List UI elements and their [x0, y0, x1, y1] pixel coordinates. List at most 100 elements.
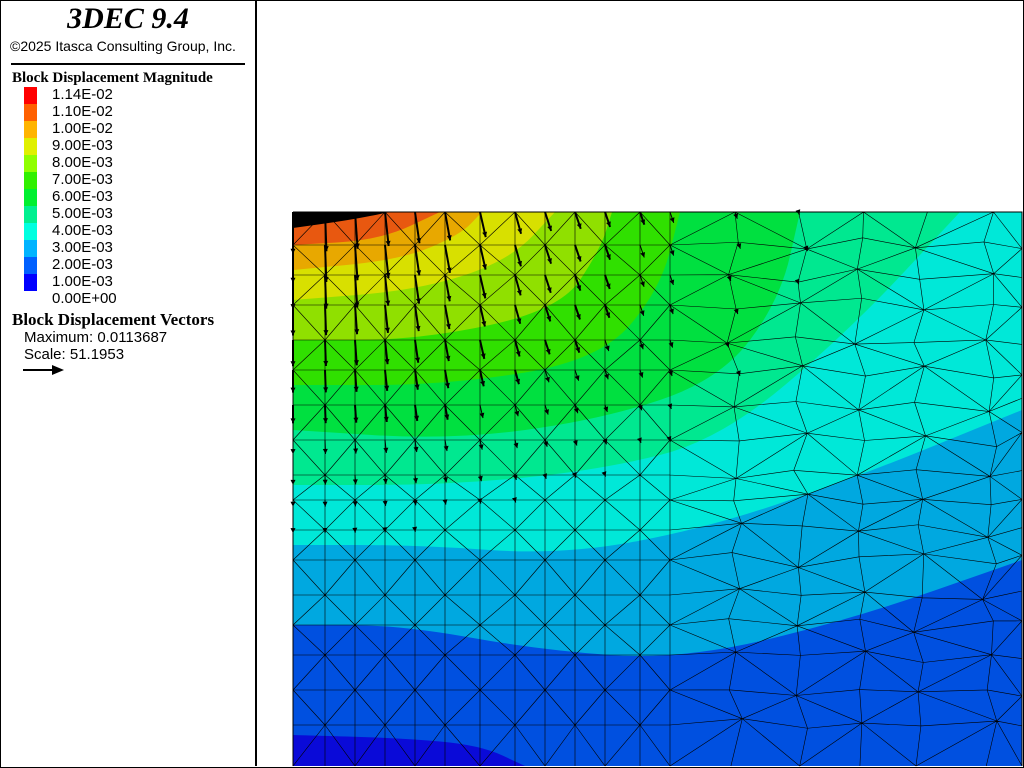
vector-arrowhead	[445, 355, 451, 362]
vector-arrowhead	[322, 479, 328, 485]
legend-swatch	[24, 223, 37, 240]
divider	[11, 63, 245, 65]
vector-arrowhead	[666, 436, 672, 442]
vector-arrowhead	[446, 323, 451, 330]
vector-arrowhead	[414, 384, 420, 390]
vector-arrowhead	[724, 341, 730, 348]
vector-arrowhead	[382, 500, 388, 506]
vector-arrowhead	[382, 527, 388, 533]
vector-arrowhead	[669, 279, 675, 286]
vector-arrowhead	[353, 448, 359, 454]
vector-arrowhead	[323, 387, 329, 393]
vector-arrowhead	[604, 373, 609, 380]
vector-arrowhead	[637, 437, 642, 443]
vector-arrowhead	[669, 250, 675, 256]
vector-arrowhead	[512, 474, 518, 480]
legend-level-label: 0.00E+00	[52, 290, 117, 307]
vector-arrowhead	[415, 298, 421, 304]
vector-arrowhead	[290, 528, 296, 534]
vector-arrowhead	[413, 446, 419, 453]
vector-arrowhead	[416, 237, 422, 244]
vector-arrowhead	[323, 303, 329, 309]
vector-arrowhead	[322, 418, 328, 424]
vector-arrowhead	[290, 501, 296, 507]
displacement-vector	[354, 211, 359, 249]
vector-arrowhead	[640, 251, 646, 258]
contour-band	[293, 735, 525, 766]
vector-arrowhead	[290, 387, 296, 393]
vector-arrowhead	[353, 386, 359, 392]
vector-arrowhead	[385, 240, 391, 247]
legend-swatch	[24, 138, 37, 155]
vector-arrowhead	[546, 315, 552, 322]
legend-swatch	[24, 155, 37, 172]
vector-arrowhead	[601, 471, 607, 477]
vector-arrowhead	[290, 418, 296, 424]
vector-arrowhead	[571, 472, 577, 478]
vector-arrowhead	[638, 372, 644, 378]
vector-arrowhead	[446, 235, 452, 241]
vector-arrowhead	[637, 404, 643, 411]
vector-arrowhead	[416, 270, 422, 276]
vector-arrowhead	[576, 285, 582, 291]
vector-arrowhead	[322, 448, 328, 454]
vector-arrowhead	[352, 501, 358, 507]
vector-arrowhead	[545, 376, 550, 383]
vector-arrowhead	[384, 327, 390, 333]
vector-arrowhead	[640, 219, 646, 225]
vector-arrowhead	[444, 414, 450, 420]
vector-arrowhead	[547, 225, 553, 231]
legend-swatch	[24, 104, 37, 121]
contour-legend-title: Block Displacement Magnitude	[12, 70, 213, 86]
vector-arrowhead	[354, 329, 360, 335]
legend-swatch	[24, 274, 37, 291]
legend-level-label: 2.00E-03	[52, 256, 113, 273]
legend-level-label: 6.00E-03	[52, 188, 113, 205]
vector-arrowhead	[444, 382, 450, 389]
displacement-vector	[324, 274, 328, 309]
vector-arrowhead	[606, 254, 611, 260]
copyright: ©2025 Itasca Consulting Group, Inc.	[10, 38, 236, 54]
vector-arrowhead	[639, 310, 645, 316]
vector-arrowhead	[442, 476, 448, 483]
vector-arrowhead	[446, 267, 452, 273]
vector-arrowhead	[726, 275, 732, 282]
vector-arrowhead	[353, 417, 359, 423]
displacement-vector	[384, 244, 390, 279]
vector-arrowhead	[480, 353, 486, 359]
vector-arrowhead	[605, 312, 611, 318]
legend-panel: 3DEC 9.4 ©2025 Itasca Consulting Group, …	[0, 0, 257, 766]
vector-arrowhead	[543, 441, 549, 447]
vector-arrowhead	[575, 313, 581, 320]
contour-band	[293, 212, 390, 228]
displacement-vector	[384, 211, 390, 247]
legend-swatch	[24, 240, 37, 257]
legend-level-label: 9.00E-03	[52, 137, 113, 154]
displacement-vector	[324, 304, 328, 336]
legend-level-label: 3.00E-03	[52, 239, 113, 256]
vector-arrowhead	[795, 209, 801, 215]
vector-arrowhead	[383, 416, 389, 422]
legend-level-label: 5.00E-03	[52, 205, 113, 222]
legend-level-label: 1.10E-02	[52, 103, 113, 120]
vector-arrowhead	[354, 243, 360, 249]
vector-arrowhead	[290, 449, 296, 455]
vector-arrowhead	[352, 479, 358, 485]
vector-arrowhead	[639, 343, 644, 350]
vector-arrowhead	[290, 361, 296, 367]
vector-arrowhead	[290, 479, 296, 485]
vector-legend-title: Block Displacement Vectors	[12, 310, 215, 329]
vector-arrowhead	[669, 217, 675, 223]
legend-swatch	[24, 87, 37, 104]
displacement-vector	[324, 244, 328, 283]
vector-arrowhead	[733, 213, 739, 219]
vector-arrowhead	[382, 478, 388, 484]
displacement-vector	[414, 244, 421, 276]
vector-arrowhead	[547, 258, 552, 264]
vector-arrowhead	[513, 442, 519, 449]
vector-arrowhead	[414, 415, 420, 421]
displacement-vector	[384, 274, 390, 306]
vector-arrowhead	[443, 445, 449, 452]
legend-level-label: 1.00E-03	[52, 273, 113, 290]
